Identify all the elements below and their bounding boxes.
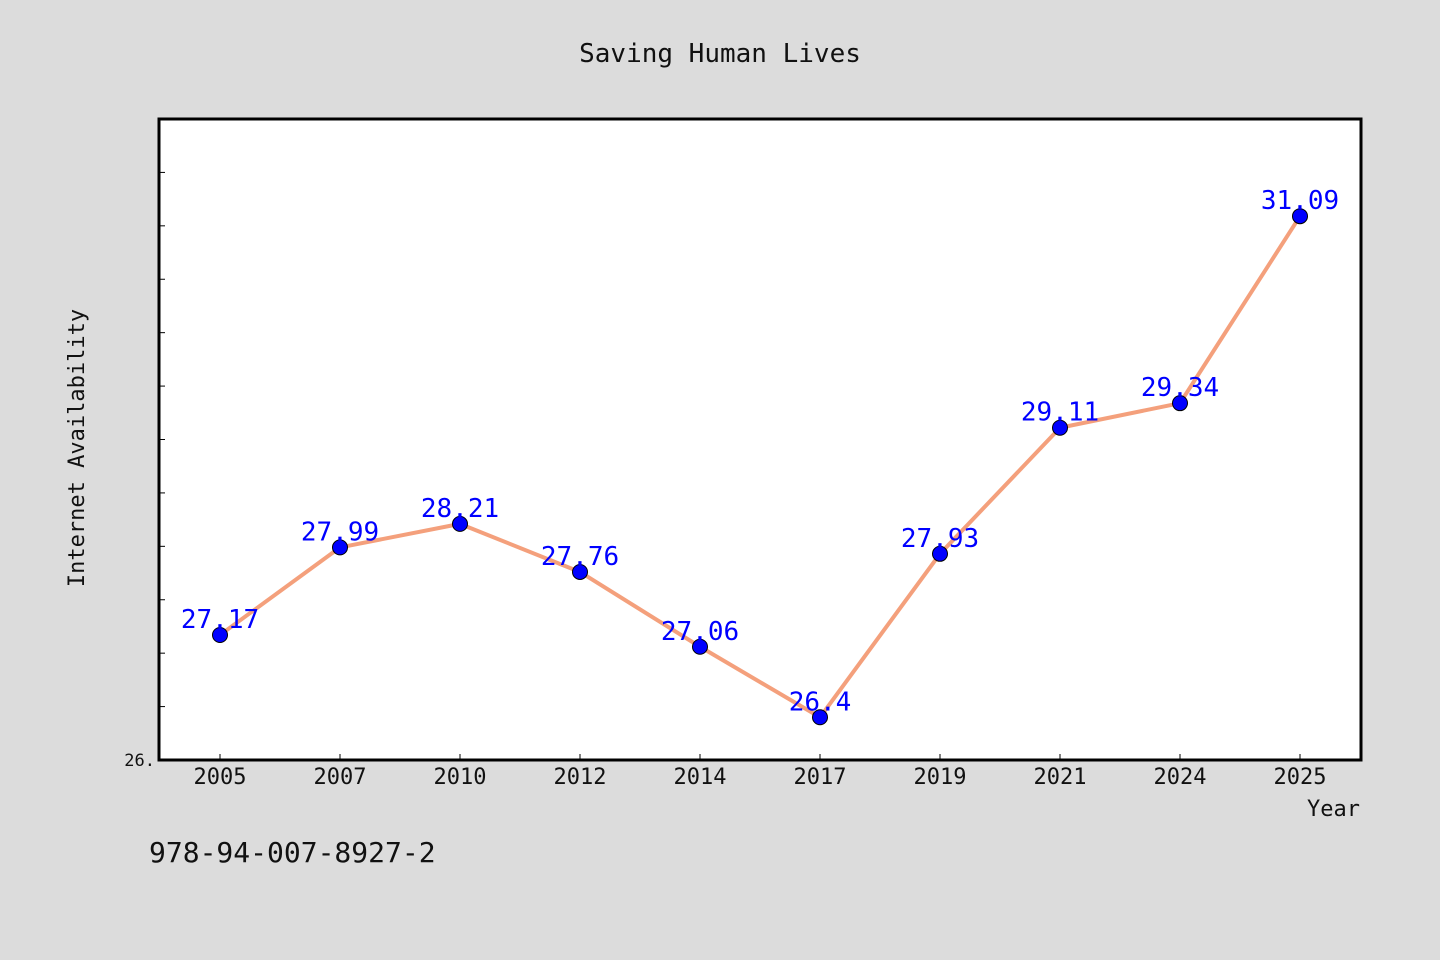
data-point [692,638,708,655]
x-tick-label: 2019 [914,765,967,790]
series-line [218,215,1302,720]
x-tick-label: 2012 [554,765,607,790]
data-point [1052,419,1068,436]
data-label: 29.34 [1141,373,1219,403]
chart-title: Saving Human Lives [579,39,861,69]
data-point [572,563,588,580]
data-label: 27.99 [301,517,379,547]
x-tick-label: 2025 [1274,765,1327,790]
x-tick-label: 2017 [794,765,847,790]
data-point [812,709,828,726]
data-label: 26.4 [789,687,852,717]
x-tick-label: 2010 [434,765,487,790]
data-point [452,515,468,532]
data-label: 27.17 [181,605,259,635]
data-label: 28.21 [421,494,499,524]
footer-isbn: 978-94-007-8927-2 [149,836,436,869]
y-axis-label: Internet Availability [65,309,90,587]
plot-area [157,117,1363,762]
x-tick-label: 2021 [1034,765,1087,790]
data-label: 31.09 [1261,186,1339,216]
y-axis-ticks: 26. [124,171,165,771]
data-point [932,545,948,562]
y-tick-label: 26. [124,751,155,771]
data-label: 27.76 [541,542,619,572]
x-tick-label: 2005 [194,765,247,790]
data-label: 27.06 [661,617,739,647]
data-point [1292,208,1308,225]
data-point [332,539,348,556]
data-label: 27.93 [901,524,979,554]
data-label: 29.11 [1021,398,1099,428]
x-tick-label: 2024 [1154,765,1207,790]
x-tick-label: 2014 [674,765,727,790]
x-axis-ticks: 2005 2007 2010 2012 2014 2017 2019 2021 2024 2025 [194,754,1327,790]
x-axis-label: Year [1307,797,1360,822]
data-point [212,627,228,644]
data-point [1172,395,1188,412]
x-tick-label: 2007 [314,765,367,790]
series-group: 27.17 27.99 28.21 27.76 27.06 26.4 27.93 29.11 2… [181,186,1339,726]
